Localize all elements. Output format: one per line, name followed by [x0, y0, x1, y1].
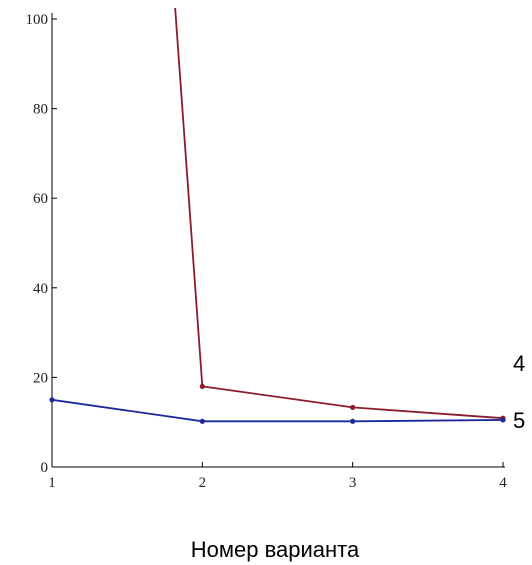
x-tick-label: 3: [349, 475, 357, 491]
x-tick-label: 4: [499, 475, 507, 491]
point: [500, 417, 506, 423]
series-label: 4: [513, 351, 525, 376]
series-line: [174, 8, 504, 420]
y-tick-label: 80: [33, 102, 48, 118]
x-tick-label: 2: [199, 475, 207, 491]
series-line: [51, 398, 504, 423]
point: [199, 418, 205, 424]
point: [350, 404, 356, 411]
y-tick-label: 20: [33, 370, 48, 386]
y-tick-label: 0: [41, 460, 49, 476]
y-tick-label: 100: [26, 12, 49, 28]
y-tick-label: 60: [33, 191, 48, 207]
series-label: 5: [513, 408, 525, 433]
x-axis-label: Номер варианта: [191, 537, 360, 562]
x-tick-label: 1: [48, 475, 56, 491]
point: [350, 418, 356, 424]
point: [199, 383, 205, 389]
point: [49, 397, 55, 403]
plot-area: [49, 8, 506, 424]
y-tick-label: 40: [33, 281, 48, 297]
